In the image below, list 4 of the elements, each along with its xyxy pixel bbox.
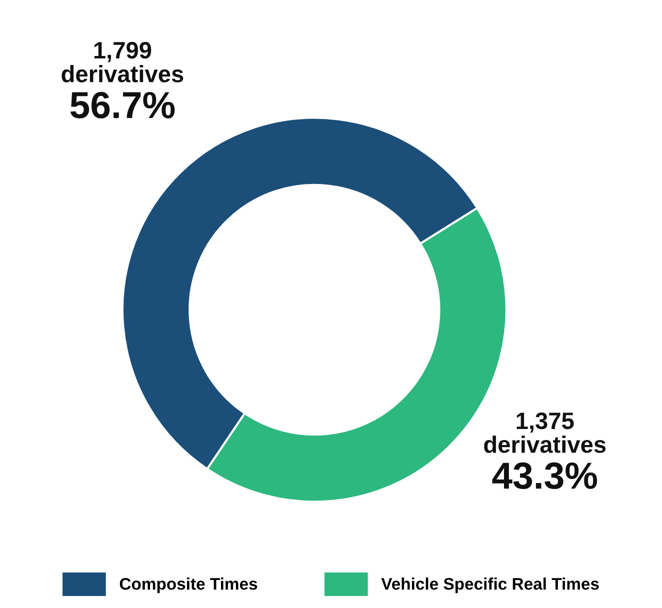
data-label: 1,799 derivatives 56.7% (62, 42, 184, 118)
legend-label: Composite Times (120, 578, 258, 594)
data-label: 1,375 derivatives 43.3% (484, 412, 606, 490)
legend-label: Vehicle Specific Real Times (381, 578, 599, 594)
